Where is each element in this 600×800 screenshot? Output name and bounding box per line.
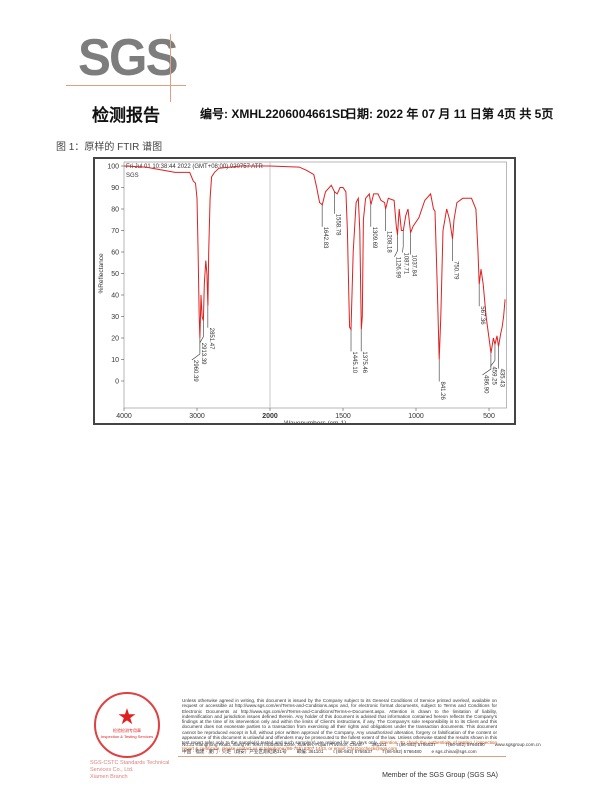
peak-leader	[482, 353, 492, 376]
chart-subtitle: SGS	[126, 173, 139, 179]
peak-label: 2960.39	[192, 360, 198, 382]
phone: t (86-592) 5766537	[333, 749, 373, 754]
spectrum-line-0	[123, 165, 506, 360]
y-tick-label: 30	[111, 314, 119, 321]
x-tick-label: 3000	[189, 413, 205, 420]
y-tick-label: 0	[115, 379, 119, 386]
y-tick-label: 50	[111, 271, 119, 278]
address: No.31 Xianghong Road, Xiang'An Torch Ind…	[182, 742, 362, 747]
branch-name: SGS-CSTC Standards Technical Services Co…	[90, 760, 170, 773]
x-tick-label: 1000	[408, 413, 424, 420]
peak-label: 486.90	[482, 375, 488, 394]
plot-area	[123, 161, 507, 409]
figure-caption: 图 1：原样的 FTIR 谱图	[56, 142, 163, 153]
peak-label: 1087.71	[402, 253, 408, 275]
y-axis-label: %Reflectance	[98, 253, 105, 293]
address-en: No.31 Xianghong Road, Xiang'An Torch Ind…	[182, 742, 551, 747]
stamp-subtext: Inspection & Testing Services	[100, 734, 154, 739]
address-cn: 中国 · 福建 · 厦门 · 火炬（翔安）产业区翔虹路31号 邮编: 361101…	[182, 749, 487, 755]
chart-title: Fri Jul 01 10:38:44 2022 (GMT+08:00) 020…	[126, 164, 263, 170]
fax: f (86-592) 5766480	[445, 742, 485, 747]
postcode: 邮编: 361101	[296, 749, 324, 754]
peak-label: 841.26	[439, 382, 445, 401]
ftir-chart: 100 90 80 70 60 50 40 30 20 10 0 4000 3000 2000 1500 10…	[93, 157, 516, 427]
peak-leader	[199, 320, 204, 343]
peak-label: 459.25	[490, 366, 496, 385]
peak-label: 1375.46	[361, 351, 367, 373]
report-date: 日期: 2022 年 07 月 11 日	[345, 107, 482, 121]
x-tick-label: 500	[483, 413, 495, 420]
postcode: 361101	[371, 742, 387, 747]
logo-text: SGS	[78, 29, 179, 87]
y-tick-label: 20	[111, 336, 119, 343]
y-tick-label: 40	[111, 293, 119, 300]
peak-label: 2913.39	[200, 343, 206, 365]
peak-label: 2851.47	[208, 328, 214, 350]
report-number: 编号: XMHL2206004661SD	[200, 107, 349, 121]
peak-label: 435.43	[498, 369, 504, 388]
peak-leader	[191, 338, 201, 361]
company-stamp: ★ 检验检测专用章 Inspection & Testing Services	[94, 692, 160, 758]
peak-label: 1445.10	[351, 351, 357, 373]
y-tick-label: 70	[111, 228, 119, 235]
x-axis-label: Wavenumbers (cm-1)	[284, 420, 346, 423]
stamp-text: 检验检测专用章	[113, 728, 141, 733]
peak-leader	[490, 344, 496, 367]
star-icon: ★	[117, 704, 137, 729]
peak-label: 1126.99	[394, 257, 400, 279]
x-tick-label: 2000	[262, 413, 278, 420]
member-text: Member of the SGS Group (SGS SA)	[382, 772, 498, 779]
website: www.sgsgroup.com.cn	[494, 742, 541, 747]
peak-label: 1208.18	[386, 231, 392, 253]
y-tick-label: 90	[111, 185, 119, 192]
y-tick-label: 10	[111, 357, 119, 364]
legal-text: Unless otherwise agreed in writing, this…	[182, 698, 497, 751]
address: 中国 · 福建 · 厦门 · 火炬（翔安）产业区翔虹路31号	[182, 749, 287, 754]
fax: f (86-592) 5766480	[382, 749, 422, 754]
peak-label: 750.79	[452, 261, 458, 280]
peak-label: 1037.84	[410, 255, 416, 277]
x-tick-label: 4000	[116, 413, 132, 420]
peak-leader	[402, 230, 404, 253]
terms-text: Unless otherwise agreed in writing, this…	[182, 698, 497, 746]
footer: ★ 检验检测专用章 Inspection & Testing Services …	[90, 690, 541, 790]
x-tick-label: 1500	[335, 413, 351, 420]
y-tick-label: 80	[111, 207, 119, 214]
phone: t (86-592) 5766537	[396, 742, 436, 747]
peak-leader	[394, 234, 398, 257]
peak-label: 1309.69	[371, 227, 377, 249]
email: e sgs.china@sgs.com	[431, 749, 477, 754]
y-tick-label: 60	[111, 250, 119, 257]
peak-label: 1642.83	[322, 227, 328, 249]
sgs-logo: SGS	[58, 28, 186, 102]
attention-text: Attention: To check the authenticity of …	[182, 740, 497, 751]
peak-label: 1558.78	[334, 214, 340, 236]
y-tick-label: 100	[107, 164, 119, 171]
report-title: 检测报告	[92, 106, 160, 125]
branch-location: Xiamen Branch	[90, 774, 128, 780]
page-number: 第 4页 共 5页	[482, 107, 554, 121]
peak-label: 567.36	[479, 306, 485, 325]
